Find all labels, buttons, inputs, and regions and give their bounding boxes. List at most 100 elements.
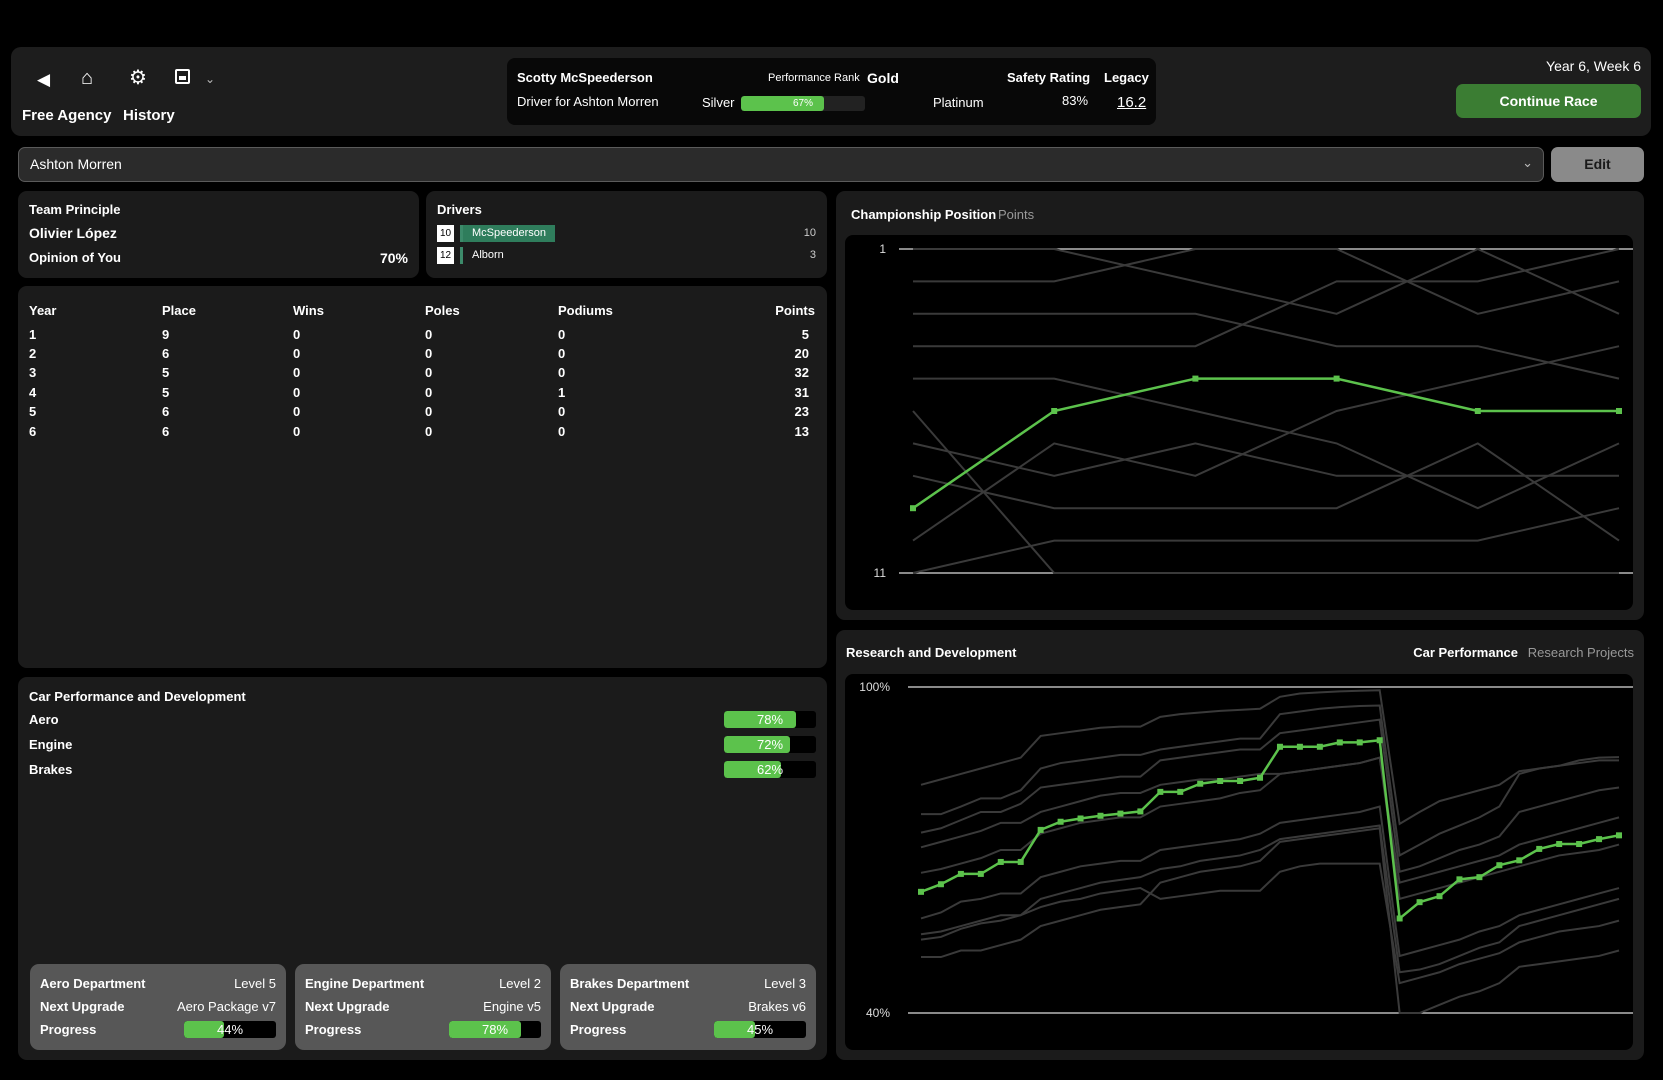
table-cell: 4 [29, 385, 37, 400]
edit-button[interactable]: Edit [1551, 147, 1644, 182]
team-select[interactable]: Ashton Morren ⌄ [18, 147, 1544, 182]
data-point [1333, 375, 1340, 382]
continue-race-button[interactable]: Continue Race [1456, 84, 1641, 118]
tick-label: 1 [879, 242, 886, 256]
progress-label: Progress [40, 1022, 97, 1037]
next-upgrade-label: Next Upgrade [570, 999, 655, 1014]
performance-rank: Gold [867, 70, 899, 86]
table-cell: 5 [801, 327, 809, 342]
table-row: 3 5 0 0 0 32 [18, 365, 827, 383]
department-name: Brakes Department [570, 976, 690, 991]
history-link[interactable]: History [123, 107, 175, 124]
driver-row[interactable]: 12 Alborn 3 [437, 247, 816, 264]
data-point [937, 881, 944, 888]
department-name: Engine Department [305, 976, 425, 991]
stat-bar: 62% [724, 761, 816, 778]
tab-car-performance[interactable]: Car Performance [1413, 645, 1518, 660]
table-cell: 0 [293, 365, 301, 380]
table-cell: 6 [162, 404, 170, 419]
research-card: Research and Development Car Performance… [836, 630, 1644, 1060]
free-agency-link[interactable]: Free Agency [22, 107, 112, 124]
legacy-label: Legacy [1104, 70, 1149, 85]
rank-progress-bar: 67% [741, 96, 865, 111]
data-point [1097, 812, 1104, 819]
next-upgrade-value: Engine v5 [483, 999, 541, 1014]
driver-color-stripe [460, 225, 463, 242]
table-cell: 0 [425, 365, 433, 380]
series-line-other [920, 756, 1620, 884]
department-progress-value: 45% [746, 1022, 774, 1037]
series-line-other [920, 862, 1620, 985]
data-point [1177, 788, 1184, 795]
save-icon[interactable] [175, 69, 190, 84]
data-point [918, 888, 924, 895]
table-row: 4 5 0 0 1 31 [18, 385, 827, 403]
data-point [1596, 836, 1603, 843]
data-point [1496, 862, 1503, 869]
table-cell: 31 [794, 385, 809, 400]
opinion-value: 70% [379, 250, 408, 266]
table-cell: 3 [29, 365, 37, 380]
data-point [1296, 743, 1303, 750]
driver-name: Scotty McSpeederson [517, 70, 653, 85]
safety-rating-value: 83% [1062, 93, 1089, 108]
tab-research-projects[interactable]: Research Projects [1527, 645, 1634, 660]
table-cell: 0 [558, 346, 566, 361]
table-cell: 0 [425, 327, 433, 342]
table-cell: 6 [162, 346, 170, 361]
series-line-other [920, 718, 1620, 873]
department-card: Brakes Department Level 3 Next Upgrade Brak… [560, 964, 816, 1050]
tab-points[interactable]: Points [998, 207, 1035, 222]
progress-label: Progress [305, 1022, 362, 1037]
stat-bar: 72% [724, 736, 816, 753]
series-line-other [912, 345, 1620, 542]
data-point [1336, 739, 1343, 746]
legacy-value[interactable]: 16.2 [1117, 94, 1147, 111]
tick-label: 40% [866, 1006, 890, 1020]
data-point [1376, 737, 1383, 744]
table-cell: 6 [162, 424, 170, 439]
tick-label: 11 [874, 566, 887, 580]
driver-row[interactable]: 10 McSpeederson 10 [437, 225, 816, 242]
table-cell: 0 [558, 327, 566, 342]
chevron-down-icon[interactable]: ⌄ [205, 72, 216, 86]
data-point [1316, 743, 1323, 750]
team-principle-card: Team Principle Olivier López Opinion of … [18, 191, 419, 278]
table-cell: 5 [162, 365, 170, 380]
data-point [1217, 777, 1224, 784]
data-point [1051, 408, 1058, 414]
data-point [1616, 408, 1622, 414]
table-cell: 0 [425, 424, 433, 439]
data-point [1476, 874, 1483, 881]
department-progress-value: 44% [216, 1022, 244, 1037]
gear-icon[interactable]: ⚙ [129, 67, 147, 89]
chevron-down-icon: ⌄ [1522, 155, 1533, 170]
data-point [1556, 841, 1563, 848]
stat-value: 78% [756, 712, 784, 727]
rank-next: Platinum [933, 95, 984, 110]
department-level: Level 2 [499, 976, 541, 991]
team-select-value: Ashton Morren [30, 156, 122, 172]
driver-color-stripe [460, 247, 463, 264]
data-point [1017, 858, 1024, 865]
series-line-team [920, 738, 1620, 921]
driver-role: Driver for Ashton Morren [517, 94, 659, 109]
table-cell: 32 [794, 365, 809, 380]
data-point [1276, 743, 1283, 750]
data-point [1057, 818, 1064, 825]
championship-chart-area [845, 235, 1633, 610]
home-icon[interactable]: ⌂ [81, 67, 94, 89]
department-progress-bar: 44% [184, 1021, 276, 1038]
series-line-other [921, 827, 1620, 1014]
car-performance-card: Car Performance and Development Aero 78% E… [18, 677, 827, 1060]
research-title: Research and Development [846, 645, 1017, 660]
driver-points: 10 [803, 227, 816, 239]
series-line-other [920, 689, 1620, 826]
tab-championship-position[interactable]: Championship Position [851, 207, 997, 222]
data-point [1157, 788, 1164, 795]
department-progress-value: 78% [481, 1022, 509, 1037]
back-icon[interactable]: ◀ [37, 70, 51, 89]
series-line-other [920, 805, 1620, 958]
table-row: 6 6 0 0 0 13 [18, 424, 827, 442]
car-performance-title: Car Performance and Development [29, 689, 246, 704]
